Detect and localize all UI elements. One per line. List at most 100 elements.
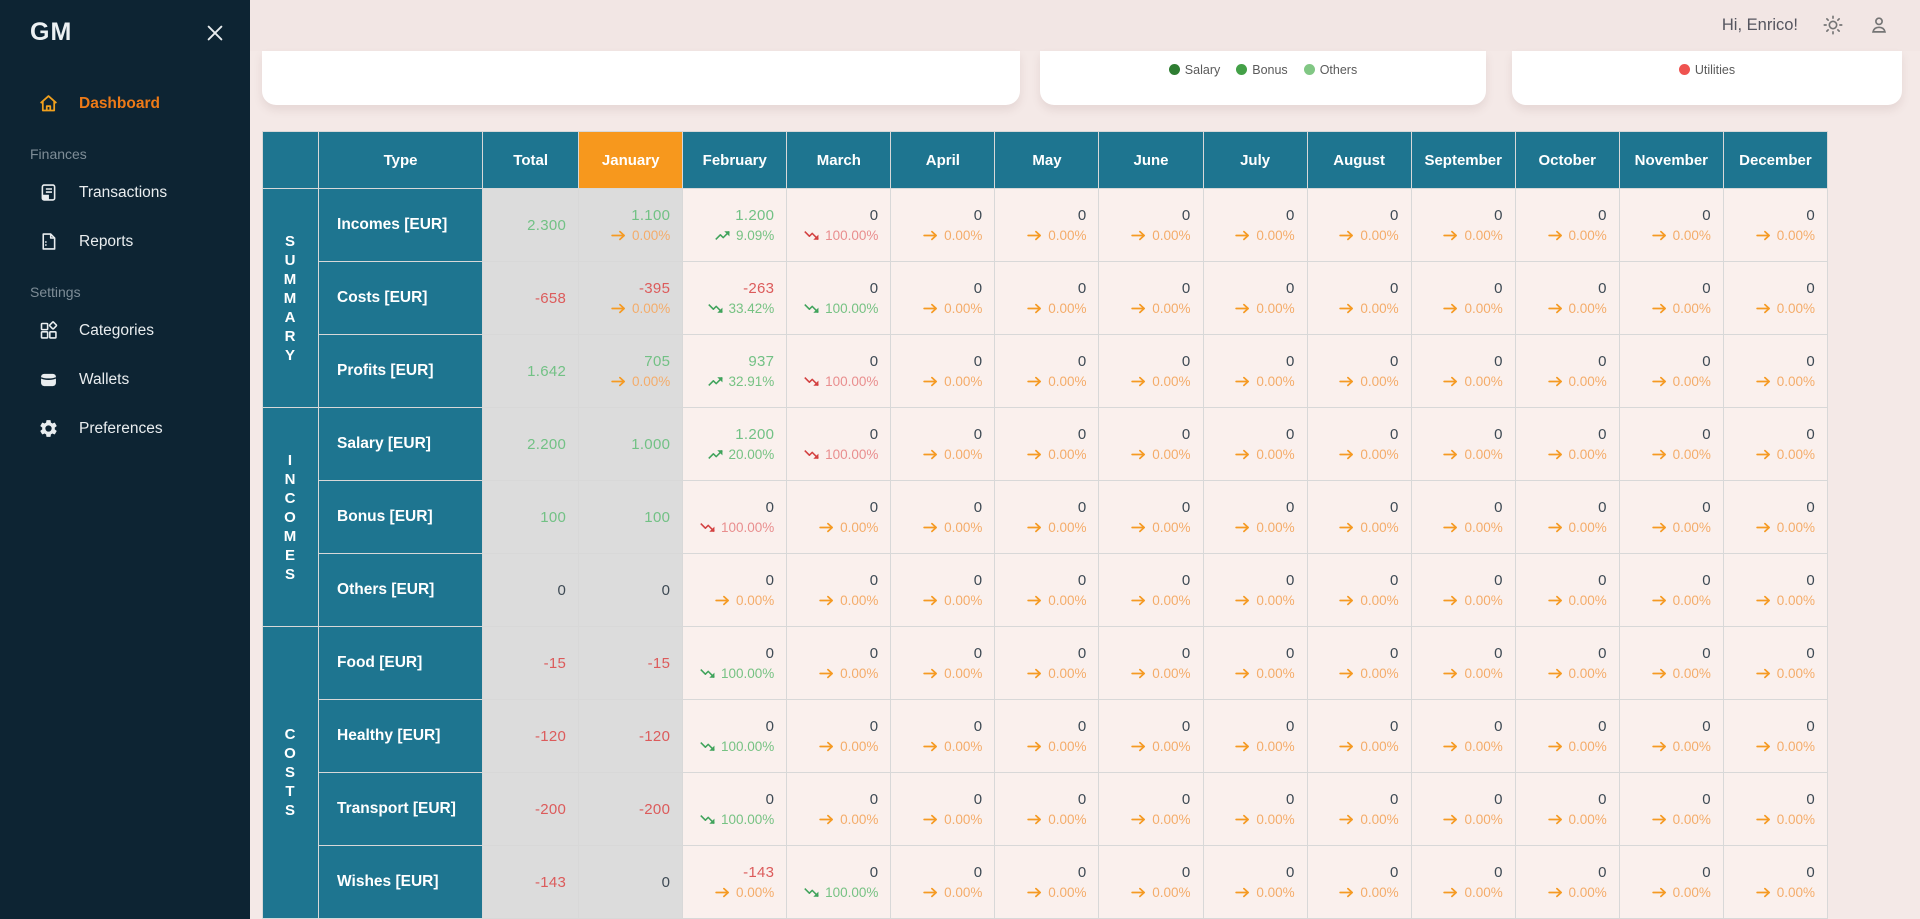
cell-value: 0	[1702, 498, 1711, 516]
cell-trend: 9.09%	[695, 227, 774, 244]
cell-trend: 0.00%	[1320, 884, 1399, 901]
sidebar-item-dashboard[interactable]: Dashboard	[0, 79, 250, 128]
legend-item-bonus[interactable]: Bonus	[1236, 63, 1288, 77]
flat-trend-icon	[1131, 230, 1146, 240]
flat-trend-icon	[1339, 741, 1354, 751]
table-row-costs: Costs [EUR] -658 -395 0.00% -263 33.42% 0 100.0…	[263, 261, 1829, 335]
flat-trend-icon	[1027, 449, 1042, 459]
flat-trend-icon	[819, 741, 834, 751]
column-header-total: Total	[482, 131, 580, 189]
trending-down-icon	[700, 814, 715, 824]
cell-trend: 0.00%	[1424, 227, 1503, 244]
cell-incomes-october: 0 0.00%	[1514, 188, 1620, 262]
cell-salary-january: 1.000	[578, 407, 684, 481]
sun-icon[interactable]	[1822, 14, 1844, 36]
trend-percent: 0.00%	[736, 592, 775, 608]
cell-trend: 0.00%	[1007, 738, 1086, 755]
cell-trend: 0.00%	[1111, 519, 1191, 536]
cell-healthy-october: 0 0.00%	[1514, 699, 1620, 773]
cell-value: 0	[1181, 279, 1191, 297]
type-cell-incomes: Incomes [EUR]	[318, 188, 484, 262]
column-header-march: March	[786, 131, 892, 189]
flat-trend-icon	[923, 595, 938, 605]
flat-trend-icon	[1339, 595, 1354, 605]
cell-costs-august: 0 0.00%	[1306, 261, 1412, 335]
flat-trend-icon	[1027, 303, 1042, 313]
cell-bonus-may: 0 0.00%	[994, 480, 1100, 554]
trend-percent: 0.00%	[840, 592, 879, 608]
cell-trend: 0.00%	[903, 738, 982, 755]
trend-percent: 0.00%	[1256, 884, 1295, 900]
legend-item-others[interactable]: Others	[1303, 62, 1358, 77]
cell-incomes-august: 0 0.00%	[1306, 188, 1412, 262]
flat-trend-icon	[819, 814, 834, 824]
sidebar-item-transactions[interactable]: Transactions	[0, 168, 250, 217]
trend-percent: 0.00%	[1672, 373, 1711, 389]
trend-percent: 0.00%	[944, 738, 983, 754]
cell-value: 0	[1077, 863, 1087, 881]
sidebar-item-wallets[interactable]: Wallets	[0, 355, 250, 404]
trend-percent: 0.00%	[1776, 519, 1815, 535]
cell-trend: 0.00%	[903, 227, 982, 244]
cell-value: 0	[1494, 352, 1503, 370]
cell-wishes-may: 0 0.00%	[994, 845, 1100, 919]
trend-percent: 0.00%	[1464, 738, 1503, 754]
cell-value: 1.100	[631, 206, 671, 224]
cell-value: 0	[1702, 352, 1711, 370]
close-sidebar-icon[interactable]	[204, 22, 226, 44]
trend-percent: 0.00%	[1776, 300, 1815, 316]
sidebar-item-preferences[interactable]: Preferences	[0, 404, 250, 453]
cell-value: 0	[1077, 644, 1087, 662]
cell-salary-february: 1.200 20.00%	[682, 407, 788, 481]
flat-trend-icon	[1131, 376, 1146, 386]
flat-trend-icon	[923, 741, 938, 751]
cell-transport-december: 0 0.00%	[1722, 772, 1829, 846]
chart-card-1	[262, 50, 1020, 105]
cell-transport-june: 0 0.00%	[1098, 772, 1204, 846]
person-icon[interactable]	[1868, 14, 1890, 36]
cell-food-january: -15	[578, 626, 684, 700]
cell-trend: 0.00%	[1111, 592, 1191, 609]
cell-costs-december: 0 0.00%	[1722, 261, 1829, 335]
cell-trend: 0.00%	[1216, 519, 1295, 536]
cell-transport-february: 0 100.00%	[682, 772, 788, 846]
cell-bonus-april: 0 0.00%	[890, 480, 996, 554]
flat-trend-icon	[1131, 887, 1146, 897]
cell-trend: 100.00%	[799, 227, 878, 244]
column-header-may: May	[994, 131, 1100, 189]
legend-label: Others	[1319, 62, 1358, 77]
trend-percent: 0.00%	[1360, 227, 1399, 243]
sidebar-item-categories[interactable]: Categories	[0, 306, 250, 355]
trend-percent: 0.00%	[1048, 446, 1087, 462]
cell-trend: 0.00%	[903, 665, 982, 682]
cell-value: 2.300	[527, 216, 567, 234]
legend-label: Salary	[1184, 62, 1221, 77]
flat-trend-icon	[1131, 449, 1146, 459]
flat-trend-icon	[1339, 814, 1354, 824]
legend-item-salary[interactable]: Salary	[1168, 62, 1221, 77]
cell-trend: 0.00%	[1111, 811, 1191, 828]
cell-value: -200	[639, 800, 671, 818]
flat-trend-icon	[1547, 595, 1562, 605]
sidebar-item-reports[interactable]: Reports	[0, 217, 250, 266]
user-greeting: Hi, Enrico!	[1721, 15, 1798, 34]
cell-trend: 32.91%	[695, 373, 774, 390]
cell-salary-may: 0 0.00%	[994, 407, 1100, 481]
cell-others-october: 0 0.00%	[1514, 553, 1620, 627]
cell-value: 0	[661, 581, 671, 599]
column-header-type: Type	[318, 131, 484, 189]
trend-percent: 0.00%	[1776, 811, 1815, 827]
flat-trend-icon	[1651, 887, 1666, 897]
trend-percent: 0.00%	[1568, 519, 1607, 535]
table-row-incomes: S U M M A R Y Incomes [EUR] 2.300 1.100 0.00…	[261, 188, 1829, 408]
cell-trend: 0.00%	[1424, 811, 1503, 828]
trend-percent: 0.00%	[944, 884, 983, 900]
legend-item-utilities[interactable]: Utilities	[1678, 63, 1735, 77]
cell-value: 0	[973, 571, 983, 589]
cell-trend: 0.00%	[1320, 738, 1399, 755]
cell-value: 0	[869, 571, 879, 589]
type-cell-wishes: Wishes [EUR]	[318, 845, 484, 919]
cell-trend: 0.00%	[799, 811, 878, 828]
cell-trend: 0.00%	[799, 592, 878, 609]
cell-costs-june: 0 0.00%	[1098, 261, 1204, 335]
